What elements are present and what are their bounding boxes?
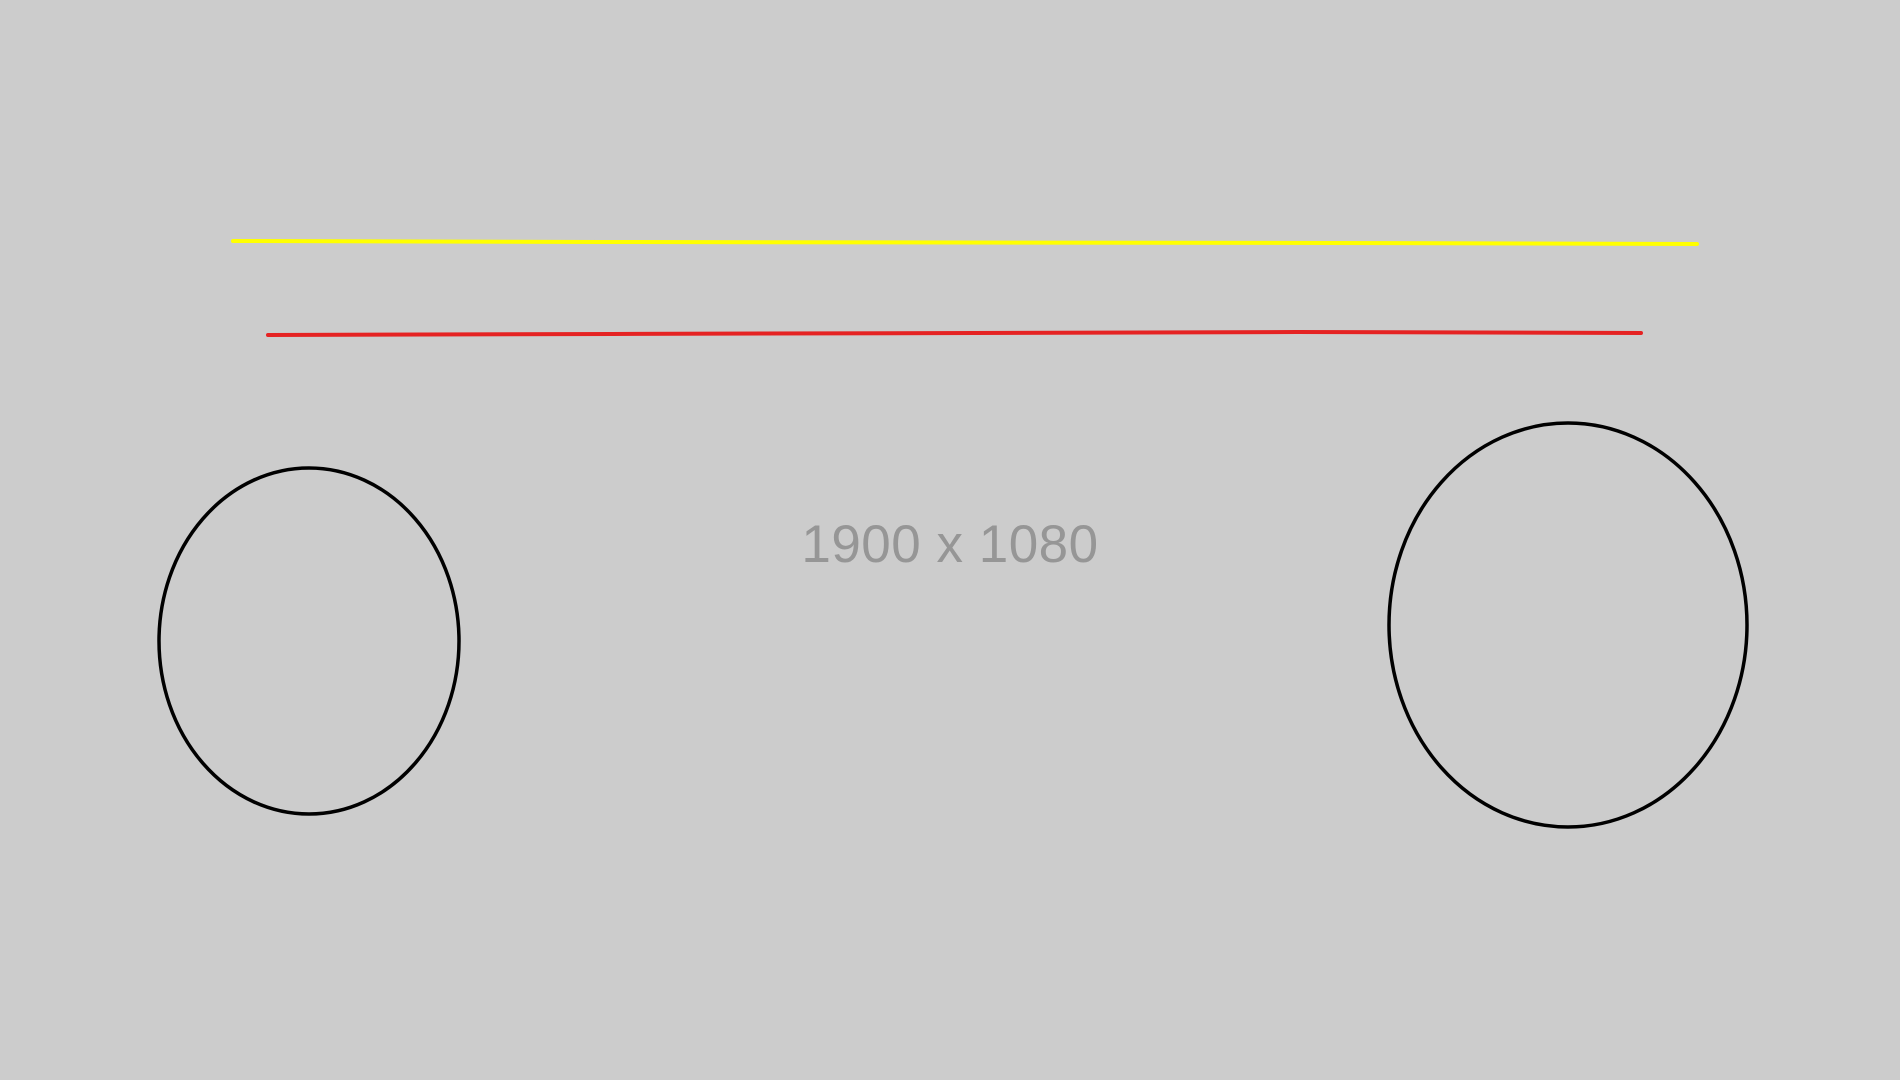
- dimension-label: 1900 x 1080: [801, 515, 1099, 574]
- left-circle: [157, 466, 461, 816]
- right-circle: [1387, 421, 1749, 829]
- yellow-line: [231, 239, 1699, 246]
- red-line: [266, 329, 1643, 337]
